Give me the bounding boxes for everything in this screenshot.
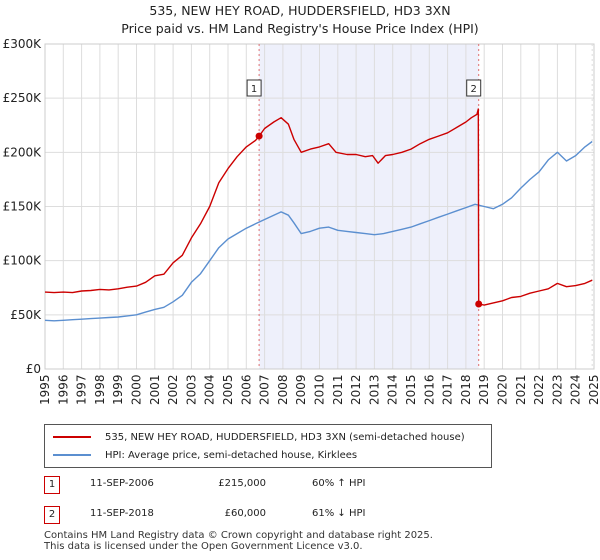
legend-swatch-property xyxy=(53,436,91,438)
x-tick-label: 2021 xyxy=(514,374,528,405)
transaction-hpi: 61% ↓ HPI xyxy=(312,508,366,519)
transaction-hpi: 60% ↑ HPI xyxy=(312,478,366,489)
chart-title: 535, NEW HEY ROAD, HUDDERSFIELD, HD3 3XN… xyxy=(0,2,600,38)
legend-swatch-hpi xyxy=(53,454,91,456)
x-tick-label: 2012 xyxy=(349,374,363,405)
x-tick-label: 2025 xyxy=(587,374,600,405)
title-line-1: 535, NEW HEY ROAD, HUDDERSFIELD, HD3 3XN xyxy=(149,3,451,18)
legend: 535, NEW HEY ROAD, HUDDERSFIELD, HD3 3XN… xyxy=(44,424,492,468)
legend-label-hpi: HPI: Average price, semi-detached house,… xyxy=(105,449,358,461)
x-tick-label: 2022 xyxy=(532,374,546,405)
sale-label-box xyxy=(466,79,482,97)
sale-point xyxy=(475,300,483,308)
x-tick-label: 2007 xyxy=(258,374,272,405)
y-tick-label: £50K xyxy=(10,308,42,322)
footer-line-2: This data is licensed under the Open Gov… xyxy=(44,541,363,552)
x-tick-label: 1998 xyxy=(93,374,107,405)
x-tick-label: 2018 xyxy=(459,374,473,405)
x-tick-label: 2011 xyxy=(331,374,345,405)
x-tick-label: 2017 xyxy=(441,374,455,405)
x-tick-label: 2006 xyxy=(239,374,253,405)
transaction-price: £60,000 xyxy=(224,508,266,519)
y-tick-label: £200K xyxy=(3,145,43,159)
footer: Contains HM Land Registry data © Crown c… xyxy=(44,530,433,552)
x-tick-label: 2024 xyxy=(569,374,583,405)
price-chart: 1 2 £0 £50K £100K £150K £200K £250K £300K 1995 1… xyxy=(3,37,600,405)
transaction-badge: 1 xyxy=(44,476,60,494)
y-tick-label: £250K xyxy=(3,91,43,105)
x-tick-label: 2013 xyxy=(367,374,381,405)
x-tick-label: 2002 xyxy=(166,374,180,405)
legend-item-property: 535, NEW HEY ROAD, HUDDERSFIELD, HD3 3XN… xyxy=(53,429,465,445)
y-tick-label: £150K xyxy=(3,200,43,214)
x-tick-label: 2015 xyxy=(404,374,418,405)
title-line-2: Price paid vs. HM Land Registry's House … xyxy=(121,21,479,36)
x-tick-label: 2014 xyxy=(386,374,400,405)
x-tick-label: 2020 xyxy=(496,374,510,405)
sale-label-box xyxy=(246,79,262,97)
property-price-line xyxy=(44,108,593,306)
x-tick-label: 1995 xyxy=(38,374,52,405)
x-tick-label: 2005 xyxy=(221,374,235,405)
x-tick-label: 2016 xyxy=(422,374,436,405)
transaction-row: 1 11-SEP-2006 £215,000 60% ↑ HPI xyxy=(44,476,524,496)
x-tick-label: 2000 xyxy=(130,374,144,405)
sale-label: 1 xyxy=(251,84,257,95)
x-tick-label: 2008 xyxy=(276,374,290,405)
sale-label: 2 xyxy=(471,84,477,95)
transaction-price: £215,000 xyxy=(218,478,266,489)
legend-label-property: 535, NEW HEY ROAD, HUDDERSFIELD, HD3 3XN… xyxy=(105,431,465,443)
x-tick-label: 2023 xyxy=(550,374,564,405)
x-tick-label: 2001 xyxy=(148,374,162,405)
transaction-date: 11-SEP-2006 xyxy=(90,478,154,489)
transaction-row: 2 11-SEP-2018 £60,000 61% ↓ HPI xyxy=(44,506,524,526)
x-tick-label: 1997 xyxy=(75,374,89,405)
x-tick-label: 2010 xyxy=(313,374,327,405)
x-tick-label: 2004 xyxy=(203,374,217,405)
transaction-badge: 2 xyxy=(44,506,60,524)
sale-point xyxy=(255,132,263,140)
hpi-line xyxy=(44,140,593,322)
x-tick-label: 1996 xyxy=(56,374,70,405)
y-tick-label: £0 xyxy=(26,362,41,376)
y-tick-label: £100K xyxy=(3,254,43,268)
plot-frame xyxy=(44,43,595,370)
x-tick-label: 2003 xyxy=(184,374,198,405)
transaction-date: 11-SEP-2018 xyxy=(90,508,154,519)
x-tick-label: 1999 xyxy=(111,374,125,405)
legend-item-hpi: HPI: Average price, semi-detached house,… xyxy=(53,447,357,463)
footer-line-1: Contains HM Land Registry data © Crown c… xyxy=(44,530,433,541)
x-tick-label: 2009 xyxy=(294,374,308,405)
y-tick-label: £300K xyxy=(3,37,43,51)
x-tick-label: 2019 xyxy=(477,374,491,405)
